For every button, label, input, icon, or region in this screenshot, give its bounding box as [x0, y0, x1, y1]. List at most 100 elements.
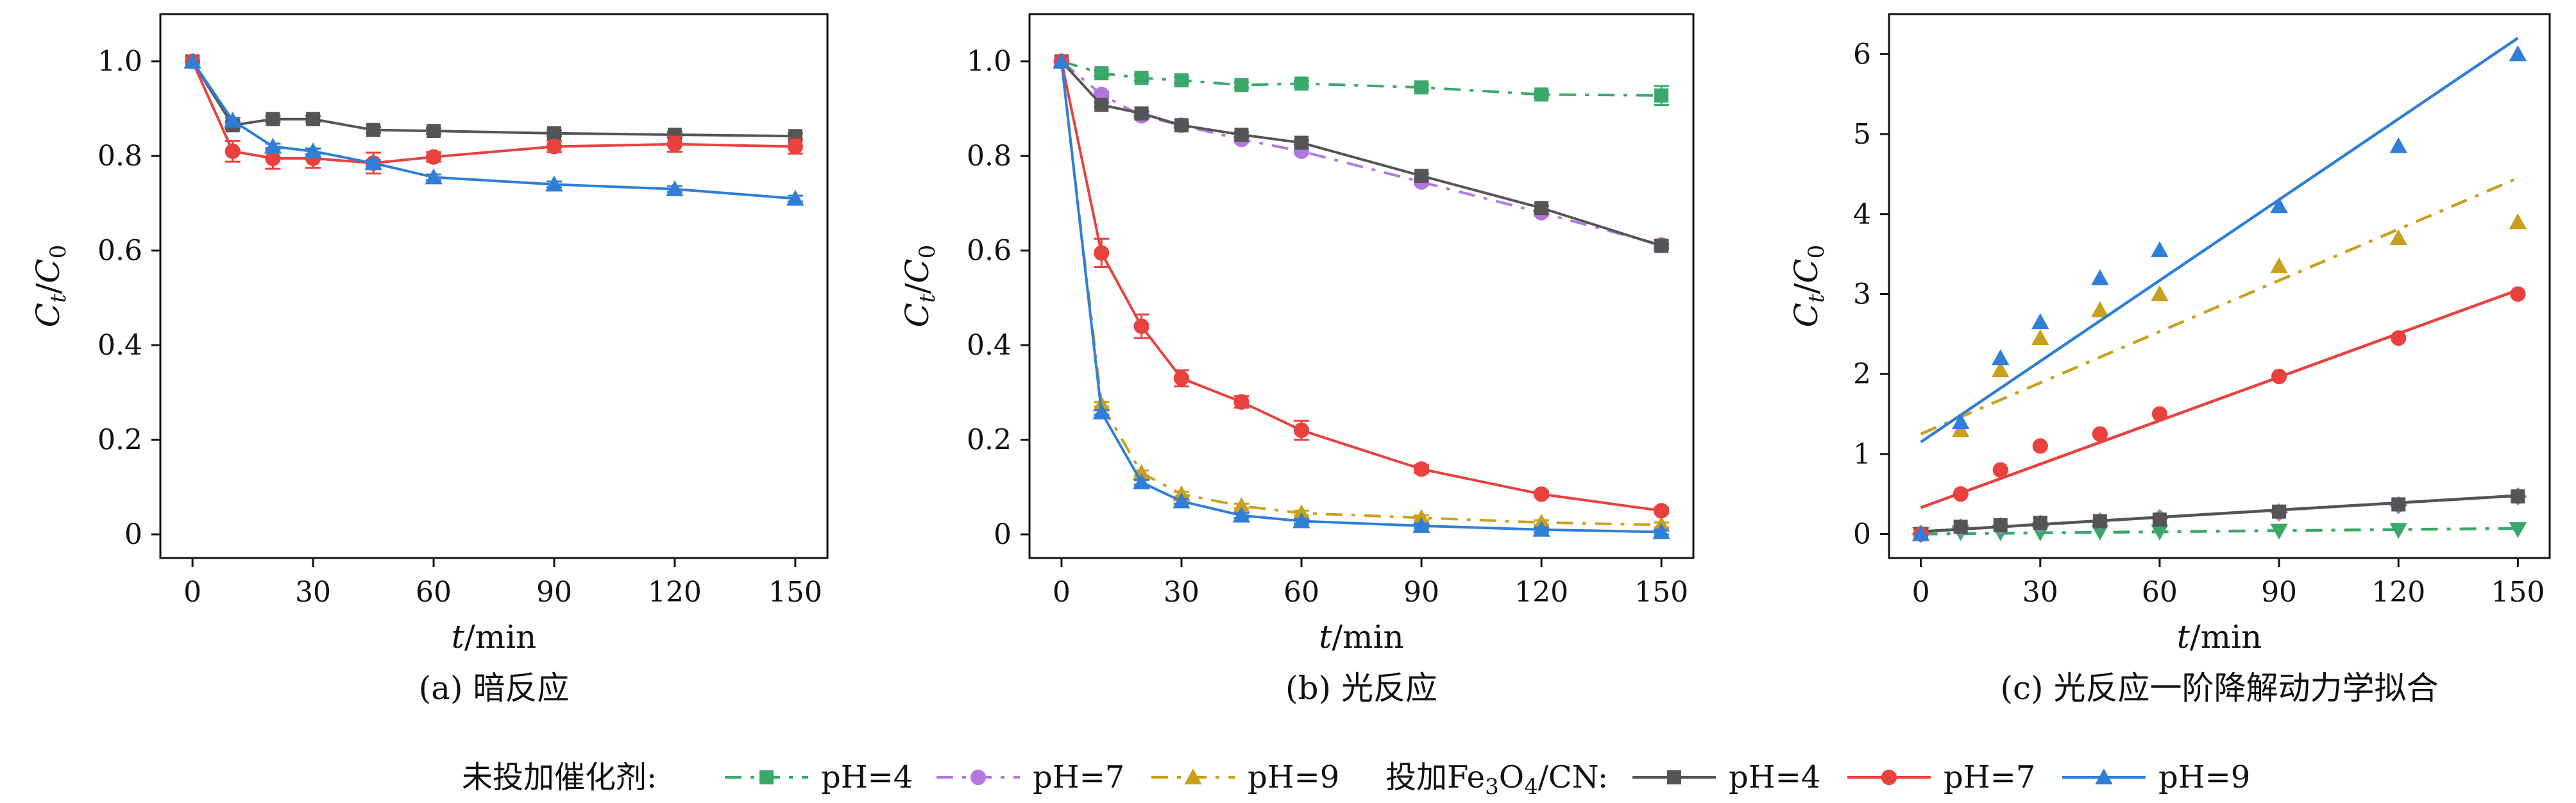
- data-point: [2389, 137, 2407, 153]
- data-point: [1092, 403, 1110, 419]
- data-point: [264, 137, 282, 154]
- y-tick-label: 0.6: [967, 235, 1012, 267]
- y-axis-label: Ct/C0: [899, 245, 940, 328]
- data-point: [2032, 438, 2048, 454]
- data-point: [1953, 486, 1969, 502]
- data-point: [1292, 512, 1310, 528]
- series-2-6: [1053, 52, 1670, 539]
- x-tick-label: 150: [768, 576, 822, 609]
- data-point: [183, 52, 201, 69]
- plot-frame: [1888, 13, 2551, 559]
- data-point: [2031, 329, 2049, 346]
- data-point: [2511, 489, 2525, 503]
- legend-group-label-uncatalyzed: 未投加催化剂:: [462, 759, 657, 795]
- data-point: [1134, 71, 1149, 85]
- y-tick-label: 5: [1853, 118, 1871, 151]
- x-tick-label: 0: [1912, 576, 1930, 609]
- x-tick-label: 150: [1634, 576, 1688, 609]
- chart-panel-2: 0 30 60 90 120 150 0 0.2 0.4 0.6 0.8 1.0 t/min Ct/C0 (…: [899, 13, 1695, 707]
- series-line-1-3: [191, 60, 796, 200]
- data-point: [1173, 492, 1191, 509]
- data-point: [1294, 76, 1309, 91]
- data-point: [2031, 313, 2049, 330]
- legend-entry-6: pH=9: [2062, 759, 2250, 795]
- data-point: [2270, 523, 2288, 540]
- legend-entry-4: pH=4: [1632, 759, 1820, 795]
- x-axis-label: t/min: [2177, 618, 2262, 655]
- data-point: [425, 149, 442, 165]
- legend-marker: [1881, 769, 1897, 786]
- data-point: [1132, 473, 1151, 490]
- x-tick-label: 90: [536, 576, 572, 609]
- data-point: [1173, 370, 1190, 386]
- data-point: [1532, 521, 1550, 537]
- data-point: [1414, 80, 1429, 95]
- data-point: [2151, 524, 2169, 541]
- y-tick-label: 0: [1853, 518, 1871, 551]
- data-point: [1992, 462, 2008, 478]
- y-tick-label: 1.0: [97, 46, 142, 78]
- data-point: [1412, 517, 1430, 533]
- data-point: [1174, 73, 1189, 88]
- data-point: [546, 139, 563, 155]
- data-point: [306, 112, 321, 126]
- legend-label: pH=7: [1944, 759, 2035, 795]
- data-point: [366, 123, 381, 137]
- data-point: [1094, 97, 1109, 112]
- data-point: [2151, 241, 2169, 257]
- y-tick-label: 0.8: [967, 140, 1012, 173]
- data-point: [2091, 269, 2109, 285]
- series-3-6: [1911, 37, 2527, 541]
- x-tick-label: 150: [2491, 576, 2545, 609]
- legend-group-label-catalyzed: 投加Fe3O4/CN:: [1385, 759, 1608, 800]
- data-point: [1953, 520, 1968, 534]
- series-1-1: [185, 54, 803, 144]
- x-tick-label: 60: [2142, 576, 2178, 609]
- data-point: [2033, 516, 2047, 530]
- data-point: [2509, 522, 2527, 538]
- data-point: [1534, 87, 1549, 102]
- data-point: [1234, 128, 1249, 142]
- series-line-2-1: [1061, 60, 1662, 97]
- data-point: [1991, 349, 2010, 366]
- data-point: [2092, 426, 2108, 442]
- legend-label: pH=4: [821, 759, 913, 795]
- data-point: [1991, 361, 2010, 377]
- legend-marker: [1667, 770, 1681, 784]
- legend: 未投加催化剂: 投加Fe3O4/CN: pH=4 pH=7 pH=9 pH=4 pH=7 pH…: [462, 759, 2250, 800]
- data-point: [2270, 197, 2288, 214]
- data-point: [1133, 318, 1149, 334]
- data-point: [1534, 201, 1549, 216]
- panel-caption: (c) 光反应一阶降解动力学拟合: [2001, 670, 2439, 707]
- data-point: [1053, 52, 1071, 69]
- plot-frame: [159, 13, 829, 559]
- fit-line-3-4: [1920, 494, 2518, 534]
- data-point: [1233, 394, 1250, 410]
- data-point: [364, 154, 382, 171]
- panel-caption: (a) 暗反应: [419, 670, 570, 707]
- data-point: [1174, 118, 1189, 133]
- data-point: [2091, 301, 2109, 317]
- data-point: [2151, 406, 2168, 422]
- data-point: [2271, 368, 2287, 385]
- data-point: [1134, 106, 1149, 121]
- data-point: [1232, 506, 1251, 523]
- x-tick-label: 30: [295, 576, 331, 609]
- chart-panel-1: 0 30 60 90 120 150 0 0.2 0.4 0.6 0.8 1.0 t/min Ct/C0 (…: [30, 13, 829, 707]
- y-axis-label: Ct/C0: [30, 245, 71, 328]
- data-point: [2270, 257, 2288, 273]
- data-point: [1652, 523, 1670, 539]
- legend-entry-1: pH=4: [725, 759, 913, 795]
- legend-entry-2: pH=7: [936, 759, 1124, 795]
- data-point: [1293, 422, 1310, 439]
- x-tick-label: 0: [183, 576, 201, 609]
- x-tick-label: 30: [2022, 576, 2058, 609]
- panel-caption: (b) 光反应: [1285, 670, 1437, 707]
- data-point: [1533, 486, 1550, 502]
- data-point: [2389, 523, 2407, 539]
- y-tick-label: 3: [1853, 278, 1871, 310]
- y-tick-label: 0: [124, 518, 142, 551]
- data-point: [266, 112, 280, 126]
- data-point: [304, 142, 322, 158]
- data-point: [1993, 518, 2008, 532]
